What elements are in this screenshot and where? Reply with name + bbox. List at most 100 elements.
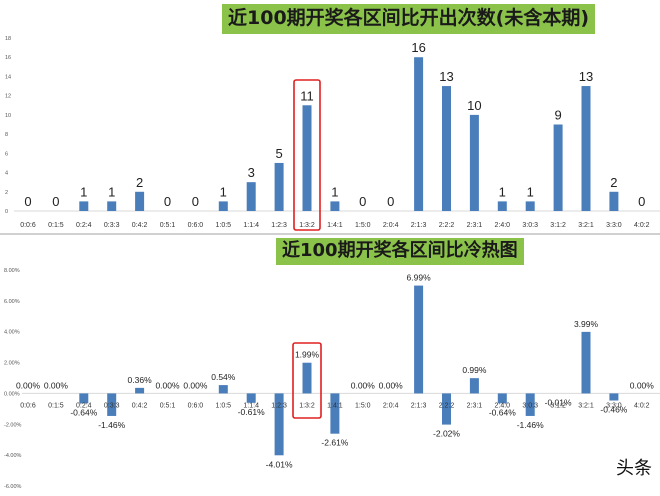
x-tick-label: 0:6:0 [188,402,204,409]
x-tick-label: 0:1:5 [48,222,64,229]
data-label: 1.99% [295,350,320,360]
x-tick-label: 1:1:4 [243,402,259,409]
x-tick-label: 0:0:6 [20,402,36,409]
x-tick-label: 2:3:1 [467,222,483,229]
x-tick-label: 3:0:3 [522,402,538,409]
x-tick-label: 2:2:2 [439,402,455,409]
x-tick-label: 0:2:4 [76,222,92,229]
bar [609,191,619,211]
x-tick-label: 0:2:4 [76,402,92,409]
x-tick-label: 3:1:2 [550,222,566,229]
data-label: 0.36% [128,375,153,385]
bar [302,362,312,394]
data-label: 0.00% [44,380,69,390]
bar [274,162,284,211]
data-label: 0.00% [379,380,404,390]
data-label: -2.02% [433,429,460,439]
x-tick-label: 1:4:1 [327,402,343,409]
data-label: 1 [331,184,338,199]
data-label: -1.46% [98,420,125,430]
highlight-box [292,342,322,419]
x-tick-label: 0:1:5 [48,402,64,409]
y-tick-label: -2.00% [4,422,22,428]
bar [497,393,507,404]
y-tick-label: 12 [5,94,11,100]
bar [135,191,145,211]
x-tick-label: 3:3:0 [606,402,622,409]
bar [414,57,424,211]
y-tick-label: 2 [5,190,8,196]
x-tick-label: 1:3:2 [299,402,315,409]
bar [302,105,312,211]
bar [497,201,507,211]
y-tick-label: -4.00% [4,453,22,459]
data-label: -2.61% [321,438,348,448]
y-tick-label: 18 [5,36,11,42]
x-tick-label: 0:0:6 [20,222,36,229]
x-tick-label: 1:5:0 [355,402,371,409]
data-label: 1 [527,184,534,199]
x-tick-label: 2:1:3 [411,222,427,229]
data-label: 0.99% [462,365,487,375]
bar [274,393,284,456]
data-label: 0.54% [211,372,236,382]
data-label: 16 [411,40,425,55]
x-tick-label: 3:2:1 [578,402,594,409]
y-tick-label: 4 [5,171,8,177]
bar [469,378,479,394]
x-tick-label: 1:3:2 [299,222,315,229]
x-tick-label: 0:5:1 [160,222,176,229]
data-label: 0.00% [155,380,180,390]
data-label: 0 [164,194,171,209]
y-tick-label: 8 [5,132,8,138]
bar [330,201,340,211]
data-label: 13 [579,69,593,84]
bar [79,201,89,211]
data-label: 0 [52,194,59,209]
data-label: 1 [108,184,115,199]
data-label: 1 [80,184,87,199]
data-label: 0 [638,194,645,209]
x-tick-label: 1:2:3 [271,222,287,229]
data-label: 0 [24,194,31,209]
bar [107,201,117,211]
x-tick-label: 1:4:1 [327,222,343,229]
highlight-box [293,79,321,231]
x-tick-label: 3:1:2 [550,402,566,409]
x-tick-label: 2:4:0 [495,402,511,409]
bar [525,393,535,416]
x-tick-label: 1:0:5 [216,222,232,229]
bar [107,393,117,416]
watermark-text: 头条 [616,458,652,479]
data-label: 6.99% [407,273,432,283]
data-label: 11 [300,88,314,103]
y-tick-label: 14 [5,74,11,80]
bar [442,86,451,211]
bar [553,124,563,211]
y-tick-label: 0 [5,209,8,215]
data-label: -0.64% [489,407,516,417]
data-label: 0 [192,194,199,209]
y-tick-label: 0.00% [4,391,20,397]
bar [442,393,451,425]
bar [469,114,479,211]
x-tick-label: 2:0:4 [383,222,399,229]
data-label: -0.46% [600,405,627,415]
data-label: 9 [554,108,561,123]
bar [581,86,591,211]
x-tick-label: 2:1:3 [411,402,427,409]
x-tick-label: 1:0:5 [216,402,232,409]
x-tick-label: 3:2:1 [578,222,594,229]
bar [135,387,145,394]
bar [218,385,228,394]
bar [246,393,256,403]
data-label: 0 [387,194,394,209]
data-label: 3.99% [574,319,599,329]
x-tick-label: 3:0:3 [522,222,538,229]
x-tick-label: 2:4:0 [495,222,511,229]
bar [218,201,228,211]
data-label: 1 [499,184,506,199]
data-label: -0.64% [70,407,97,417]
data-label: 0.00% [16,380,41,390]
